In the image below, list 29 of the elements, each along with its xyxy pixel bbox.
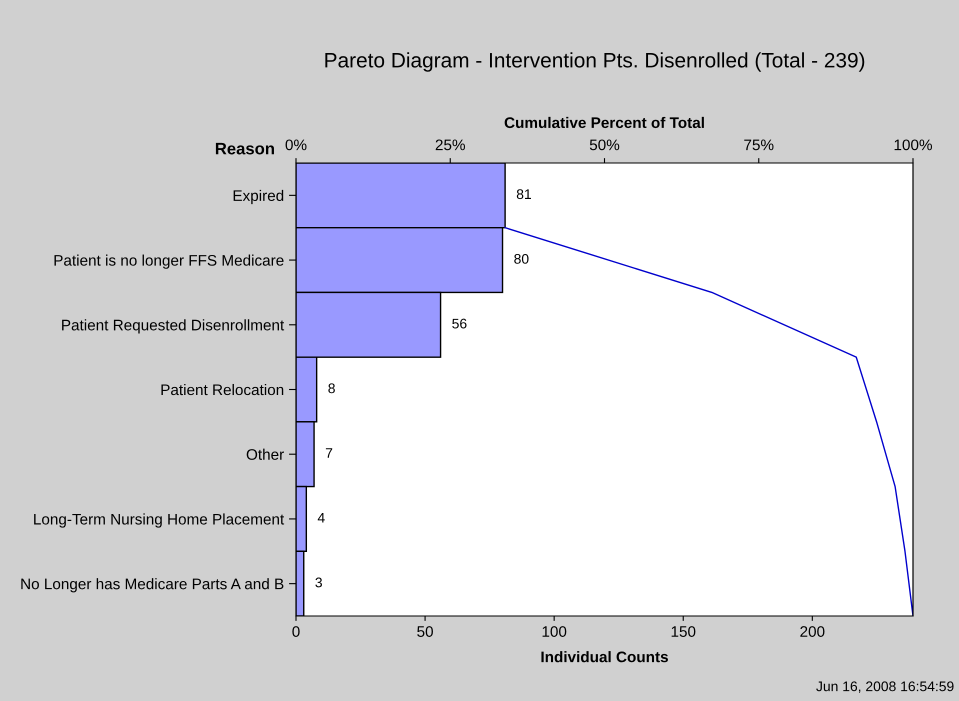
x2-tick-label: 100% <box>894 139 932 150</box>
y-tick-label: Patient is no longer FFS Medicare <box>54 254 284 269</box>
data-label: 4 <box>318 512 325 523</box>
y-tick-label: Expired <box>234 190 284 204</box>
x2-tick-label: 75% <box>744 140 774 150</box>
x2-axis-title: Cumulative Percent of Total <box>504 116 704 128</box>
chart-title: Pareto Diagram - Intervention Pts. Disenrolled (Total - 239) <box>325 52 864 72</box>
x2-tick-label: 0% <box>286 139 306 150</box>
data-label: 7 <box>326 448 332 458</box>
data-label: 81 <box>516 189 531 200</box>
x-tick-label: 50 <box>417 626 433 637</box>
x-axis-title: Individual Counts <box>541 651 668 662</box>
x-tick-label: 100 <box>542 626 566 637</box>
y-tick-label: No Longer has Medicare Parts A and B <box>21 578 284 592</box>
y-tick-label: Patient Requested Disenrollment <box>62 319 284 334</box>
x2-tick-label: 25% <box>436 139 465 150</box>
x2-tick-label: 50% <box>590 139 620 150</box>
y-tick-label: Other <box>246 448 284 460</box>
text: Jun 16, 2008 16:54:59 <box>816 681 954 693</box>
x-tick-label: 150 <box>672 626 696 637</box>
x-tick-label: 0 <box>292 626 300 637</box>
data-label: 3 <box>315 578 322 588</box>
x-tick-label: 200 <box>800 626 824 637</box>
y-tick-label: Patient Relocation <box>161 384 284 396</box>
data-label: 80 <box>514 254 529 264</box>
data-label: 8 <box>328 383 335 394</box>
data-label: 56 <box>452 318 467 329</box>
y-tick-label: Long-Term Nursing Home Placement <box>34 513 284 528</box>
y-axis-title: Reason <box>216 142 274 154</box>
